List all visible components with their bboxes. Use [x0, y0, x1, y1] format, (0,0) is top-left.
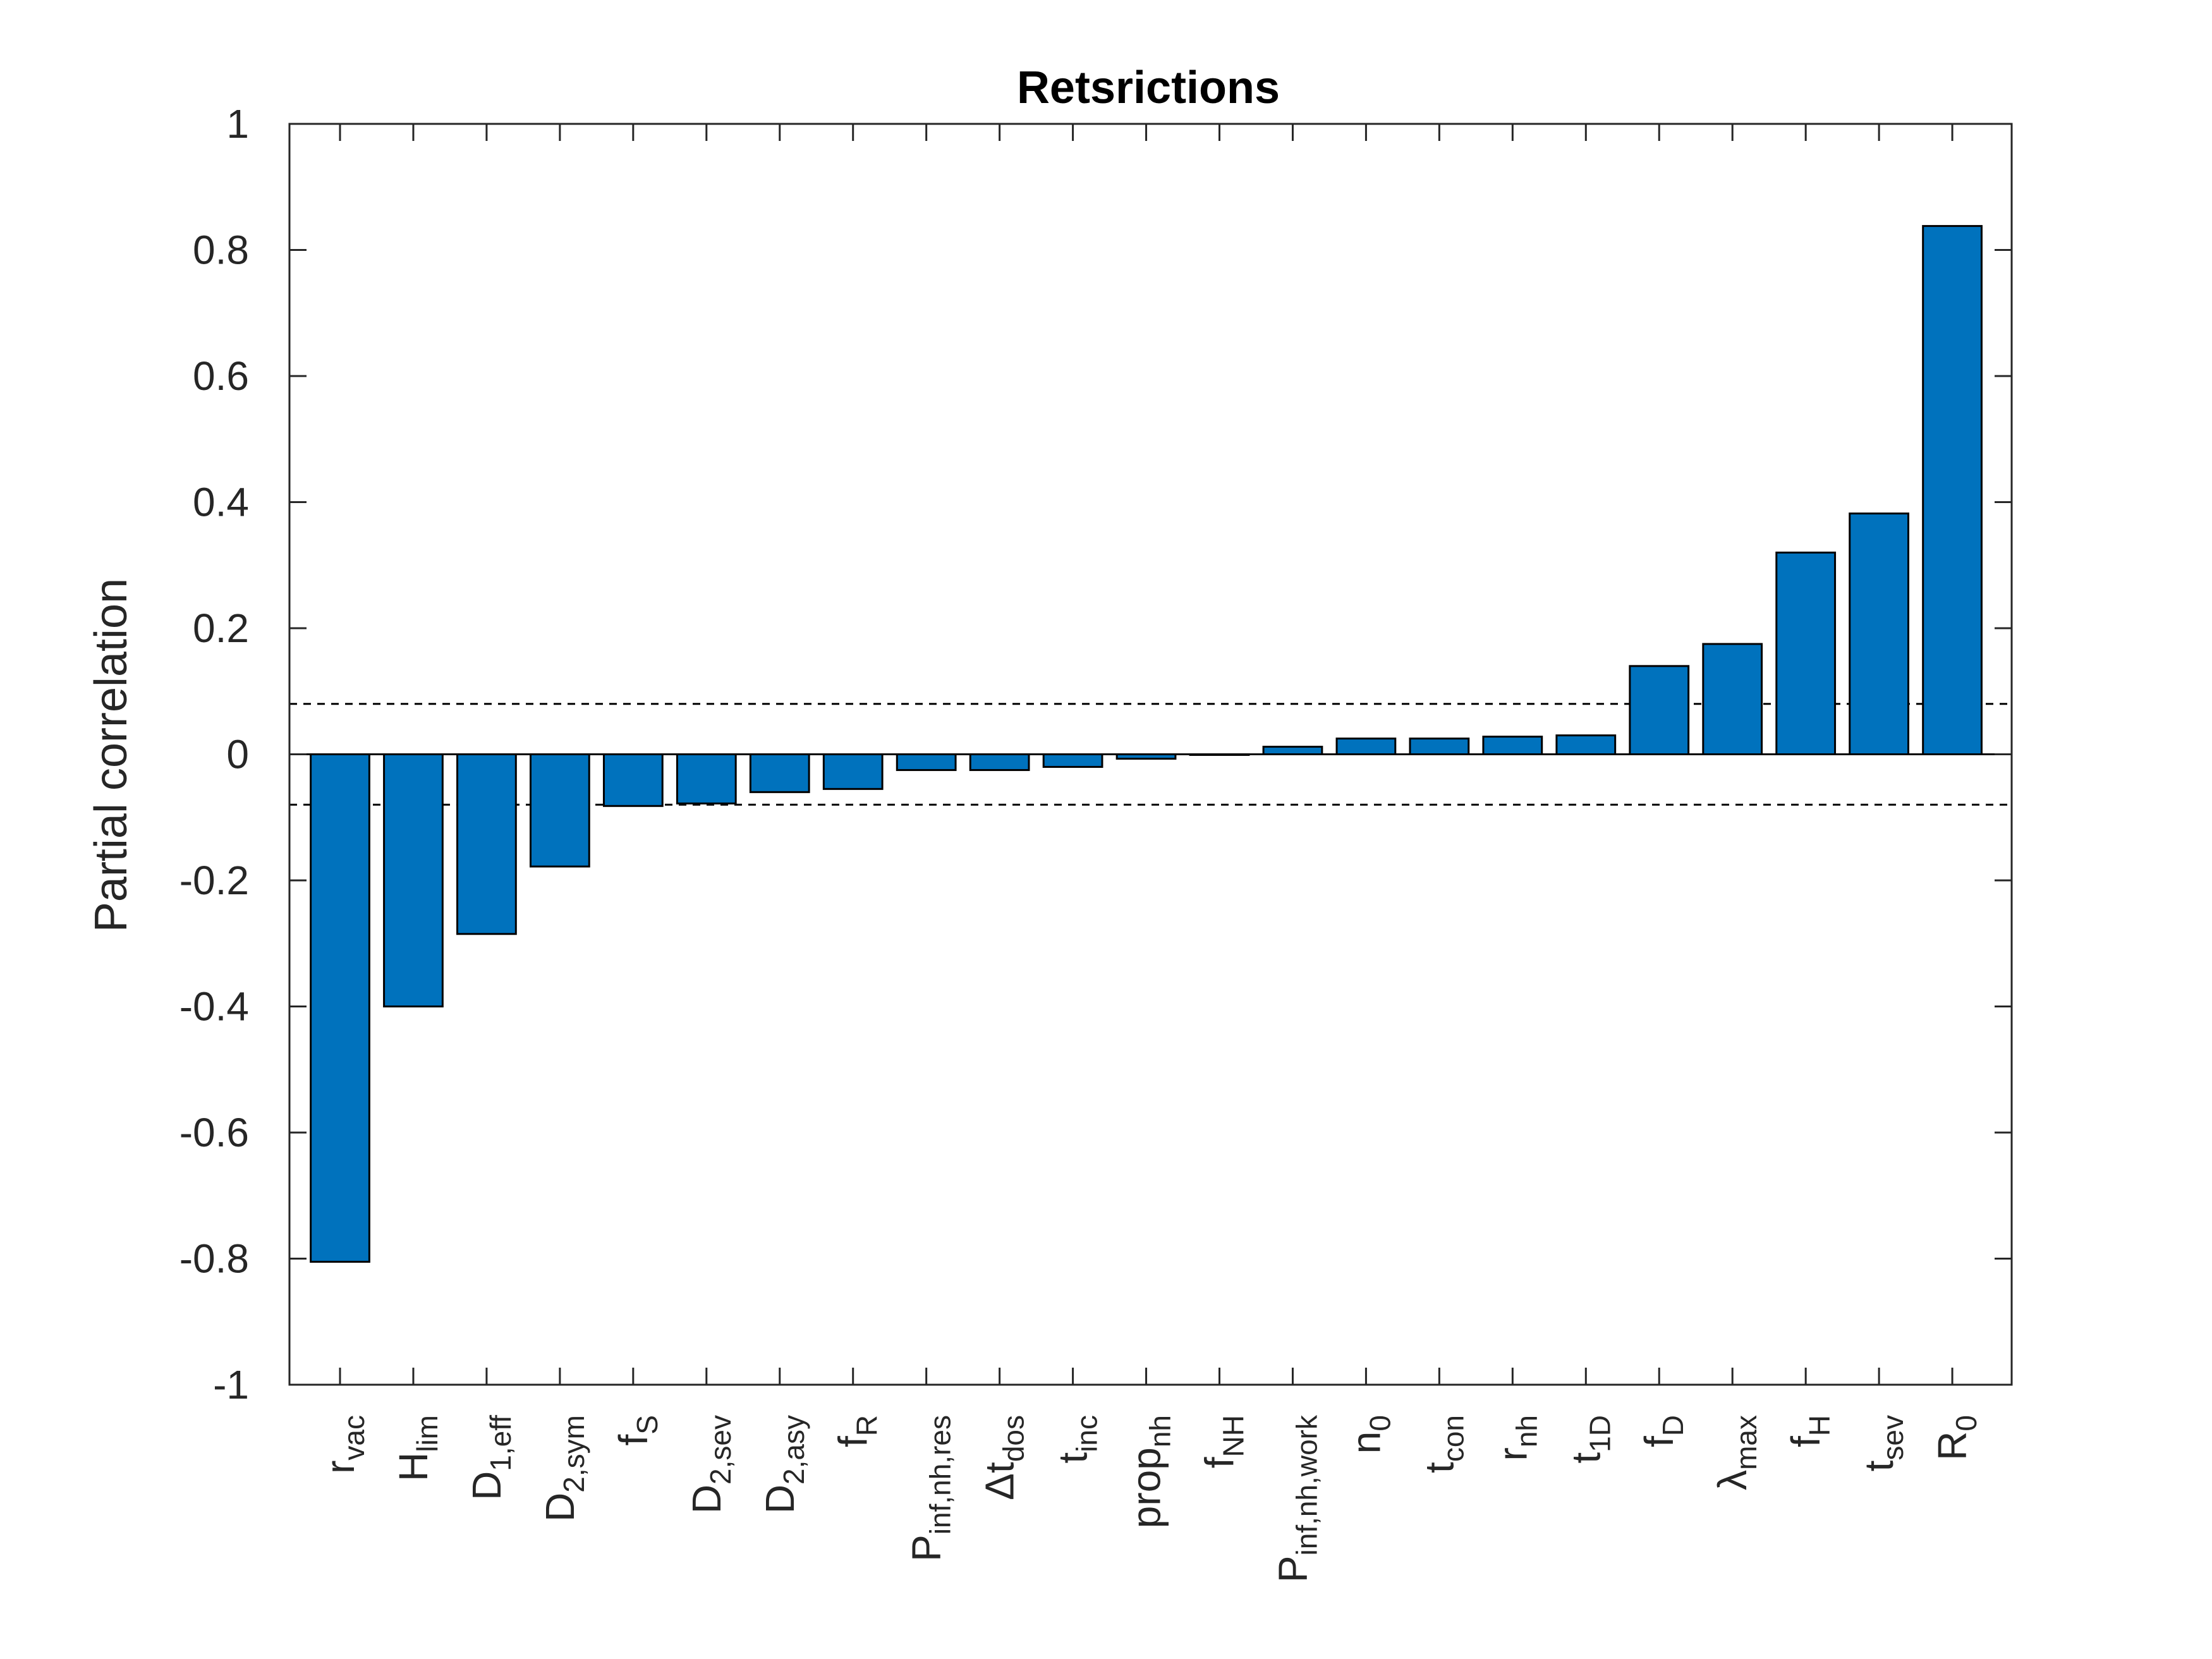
x-tick-label: fD [1636, 1415, 1689, 1447]
bar [1775, 551, 1837, 755]
x-tick-label: rnh [1490, 1415, 1543, 1461]
x-tick-label: D1,eff [464, 1415, 517, 1500]
x-tick-label: tinc [1050, 1415, 1103, 1464]
x-axis-ticks: rvac Hlim D1,eff D2,sym fS D2,sev D2,asy fR Pinf… [317, 124, 1983, 1583]
x-tick-label: λmax [1710, 1415, 1763, 1490]
y-axis-ticks: 1 0.8 0.6 0.4 0.2 0 -0.2 -0.4 -0.6 -0.8 -1 [179, 101, 2012, 1407]
bar [822, 753, 884, 790]
bar [749, 753, 810, 793]
bar [896, 753, 957, 771]
y-axis-label: Partial correlation [86, 578, 137, 932]
bar [1042, 753, 1103, 768]
x-tick-label: R0 [1929, 1415, 1983, 1461]
y-tick-label: 0.2 [193, 605, 249, 651]
bars-group [310, 225, 1983, 1263]
x-tick-label: propnh [1124, 1415, 1177, 1528]
bar [1482, 736, 1543, 755]
chart-title: Retsrictions [1017, 63, 1280, 113]
bar [1702, 643, 1763, 755]
bar [530, 753, 590, 868]
x-tick-label: D2,sev [684, 1415, 737, 1514]
x-tick-label: D2,asy [757, 1415, 810, 1514]
bar [383, 753, 444, 1007]
bar [602, 753, 664, 807]
bar [1629, 665, 1690, 755]
bar [456, 753, 517, 935]
y-tick-label: -0.4 [179, 984, 249, 1030]
bar [1555, 734, 1617, 755]
x-tick-label: fH [1783, 1415, 1836, 1447]
x-tick-label: Hlim [391, 1415, 444, 1481]
bar [1922, 225, 1983, 756]
bar [1849, 512, 1910, 756]
y-tick-label: 1 [226, 101, 249, 147]
bar [1409, 738, 1470, 755]
y-tick-label: -0.6 [179, 1110, 249, 1155]
y-tick-label: 0 [226, 732, 249, 777]
x-tick-label: fR [830, 1415, 884, 1447]
y-tick-label: -0.2 [179, 858, 249, 903]
y-tick-label: 0.8 [193, 228, 249, 273]
y-tick-label: -0.8 [179, 1236, 249, 1282]
x-tick-label: fNH [1197, 1415, 1250, 1468]
bar [969, 753, 1030, 771]
x-tick-label: n0 [1343, 1415, 1396, 1454]
x-tick-label: tcon [1416, 1415, 1469, 1473]
x-tick-label: Pinf,nh,work [1270, 1414, 1323, 1583]
bar [1262, 746, 1323, 756]
x-tick-label: t1D [1563, 1415, 1616, 1464]
x-tick-label: Pinf,nh,res [904, 1415, 957, 1562]
x-tick-label: fS [611, 1415, 664, 1445]
bar [1335, 738, 1397, 755]
x-tick-label: rvac [317, 1415, 370, 1474]
y-tick-label: 0.4 [193, 480, 249, 525]
y-tick-label: -1 [213, 1362, 249, 1407]
bar [676, 753, 737, 805]
x-tick-label: Δtdos [977, 1415, 1030, 1500]
x-tick-label: D2,sym [537, 1415, 590, 1522]
bar [310, 753, 370, 1263]
x-tick-label: tsev [1856, 1415, 1909, 1471]
y-tick-label: 0.6 [193, 353, 249, 399]
